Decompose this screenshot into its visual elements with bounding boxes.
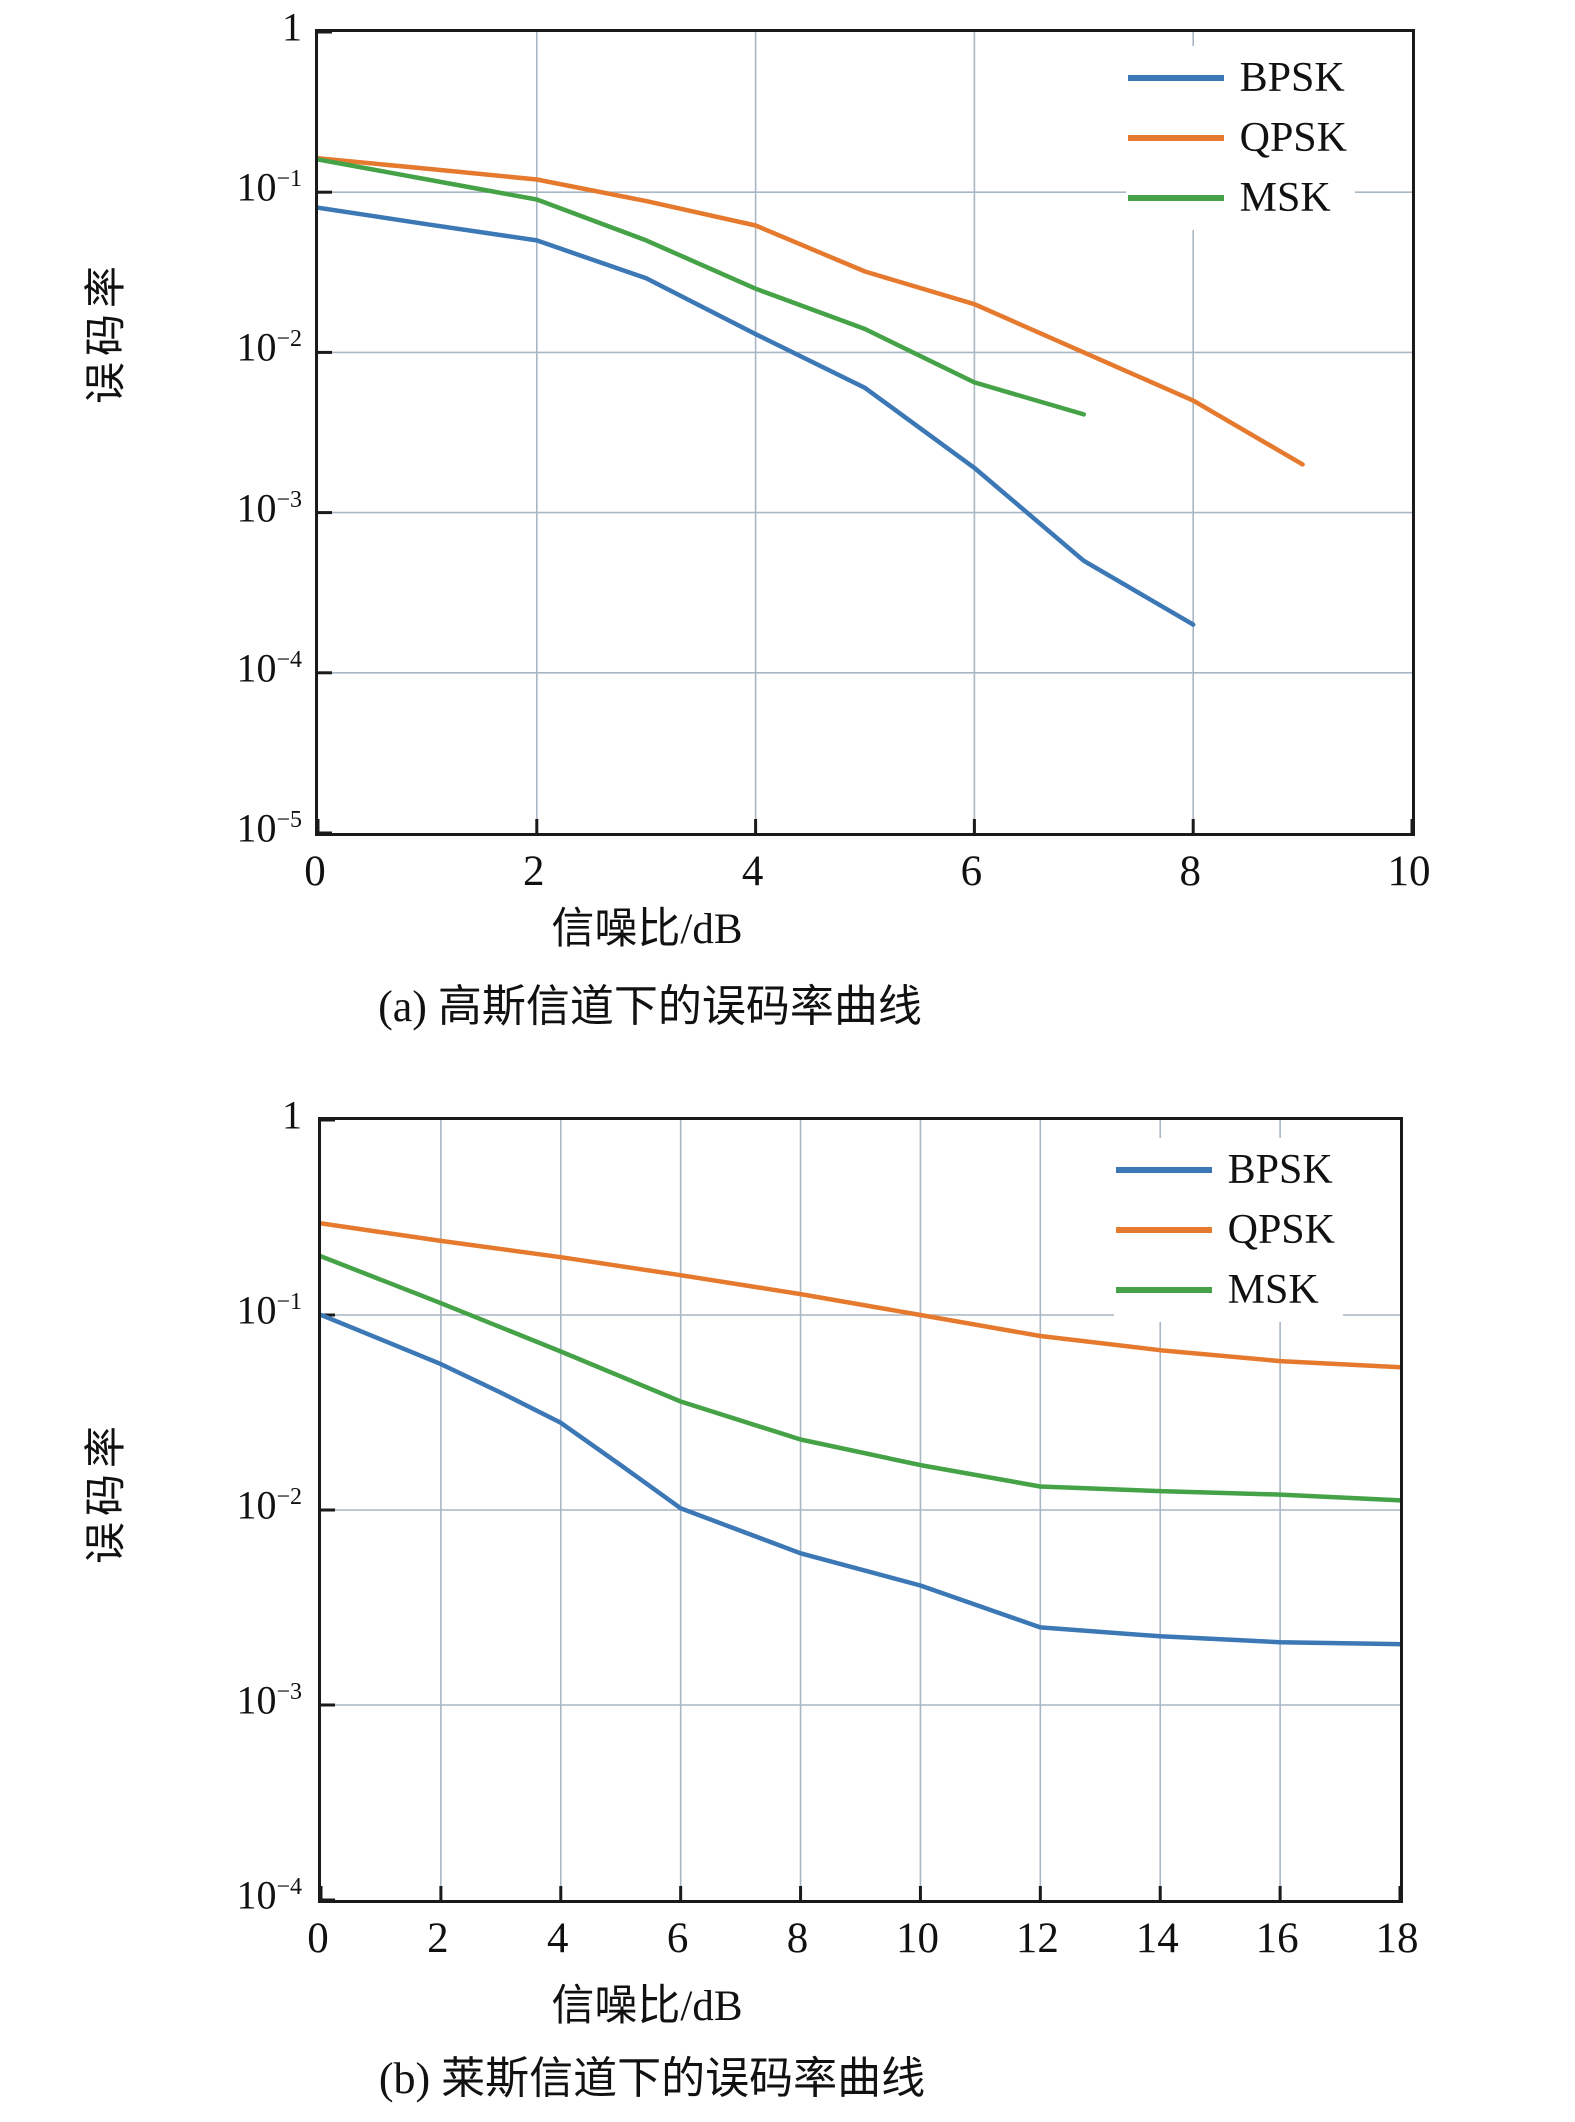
chart-a-x-axis-label: 信噪比/dB	[551, 906, 743, 953]
x-tick-label: 0	[307, 1915, 329, 1962]
chart-b-y-axis-label: 误码率	[84, 1419, 130, 1565]
x-tick-label: 16	[1255, 1915, 1299, 1962]
legend-label-msk: MSK	[1239, 175, 1331, 221]
x-tick-label: 0	[304, 848, 326, 895]
x-tick-label: 6	[666, 1915, 689, 1962]
msk-line-swatch	[1127, 195, 1224, 201]
chart-a-legend: BPSK QPSK MSK	[1125, 46, 1355, 230]
y-tick-label: 10−2	[236, 1482, 302, 1528]
y-tick-label: 10−5	[236, 805, 302, 851]
series-line-bpsk	[318, 205, 1196, 627]
series-line-qpsk	[318, 155, 1305, 467]
x-tick-label: 14	[1135, 1915, 1179, 1962]
series-line-qpsk	[321, 1221, 1400, 1370]
chart-b-y-tick-labels: 1 10−1 10−2 10−3 10−4	[130, 1095, 302, 1915]
series-line-msk	[321, 1254, 1400, 1503]
x-tick-label: 2	[427, 1915, 449, 1962]
chart-a-y-tick-labels: 1 10−1 10−2 10−3 10−4 10−5	[130, 7, 302, 848]
y-tick-label: 10−4	[236, 645, 302, 691]
chart-b-caption: (b) 莱斯信道下的误码率曲线	[378, 2054, 926, 2103]
x-tick-label: 18	[1375, 1915, 1419, 1962]
legend-item-bpsk: BPSK	[1127, 48, 1347, 108]
bpsk-line-swatch	[1127, 75, 1224, 81]
chart-a-plot-area: BPSK QPSK MSK	[315, 29, 1415, 836]
legend-label-bpsk: BPSK	[1239, 55, 1345, 101]
legend-item-msk: MSK	[1115, 1260, 1335, 1320]
legend-item-qpsk: QPSK	[1115, 1200, 1335, 1260]
qpsk-line-swatch	[1115, 1227, 1212, 1233]
x-tick-label: 4	[741, 848, 764, 895]
chart-b-legend: BPSK QPSK MSK	[1113, 1138, 1343, 1322]
legend-label-qpsk: QPSK	[1227, 1207, 1335, 1253]
x-tick-label: 2	[523, 848, 545, 895]
x-tick-label: 4	[547, 1915, 569, 1962]
x-tick-label: 8	[786, 1915, 809, 1962]
x-tick-label: 10	[895, 1915, 939, 1962]
y-tick-label: 10−3	[236, 1677, 302, 1723]
series-line-bpsk	[321, 1312, 1400, 1647]
y-tick-label: 10−1	[236, 164, 302, 210]
legend-item-msk: MSK	[1127, 168, 1347, 228]
qpsk-line-swatch	[1127, 135, 1224, 141]
y-tick-label: 10−2	[236, 324, 302, 370]
legend-label-bpsk: BPSK	[1227, 1147, 1333, 1193]
chart-a-y-axis-label: 误码率	[84, 259, 130, 405]
y-tick-label: 10−1	[236, 1287, 302, 1333]
legend-label-msk: MSK	[1227, 1267, 1319, 1313]
bpsk-line-swatch	[1115, 1167, 1212, 1173]
chart-b-x-tick-labels: 0 2 4 6 8 10 12 14 16 18	[307, 1915, 1418, 1977]
chart-b-x-axis-label: 信噪比/dB	[551, 1983, 743, 2030]
x-tick-label: 12	[1015, 1915, 1059, 1962]
series-line-msk	[318, 157, 1087, 417]
legend-label-qpsk: QPSK	[1239, 115, 1347, 161]
chart-a-x-tick-labels: 0 2 4 6 8 10	[304, 848, 1430, 910]
y-tick-label: 10−3	[236, 484, 302, 530]
x-tick-label: 8	[1179, 848, 1201, 895]
y-tick-label: 1	[282, 4, 302, 50]
x-tick-label: 6	[960, 848, 983, 895]
msk-line-swatch	[1115, 1287, 1212, 1293]
legend-item-qpsk: QPSK	[1127, 108, 1347, 168]
chart-a-caption: (a) 高斯信道下的误码率曲线	[378, 982, 922, 1031]
chart-b-plot-area: BPSK QPSK MSK	[318, 1117, 1403, 1903]
x-tick-label: 10	[1387, 848, 1431, 895]
y-tick-label: 10−4	[236, 1872, 302, 1918]
y-tick-label: 1	[282, 1092, 302, 1138]
legend-item-bpsk: BPSK	[1115, 1140, 1335, 1200]
